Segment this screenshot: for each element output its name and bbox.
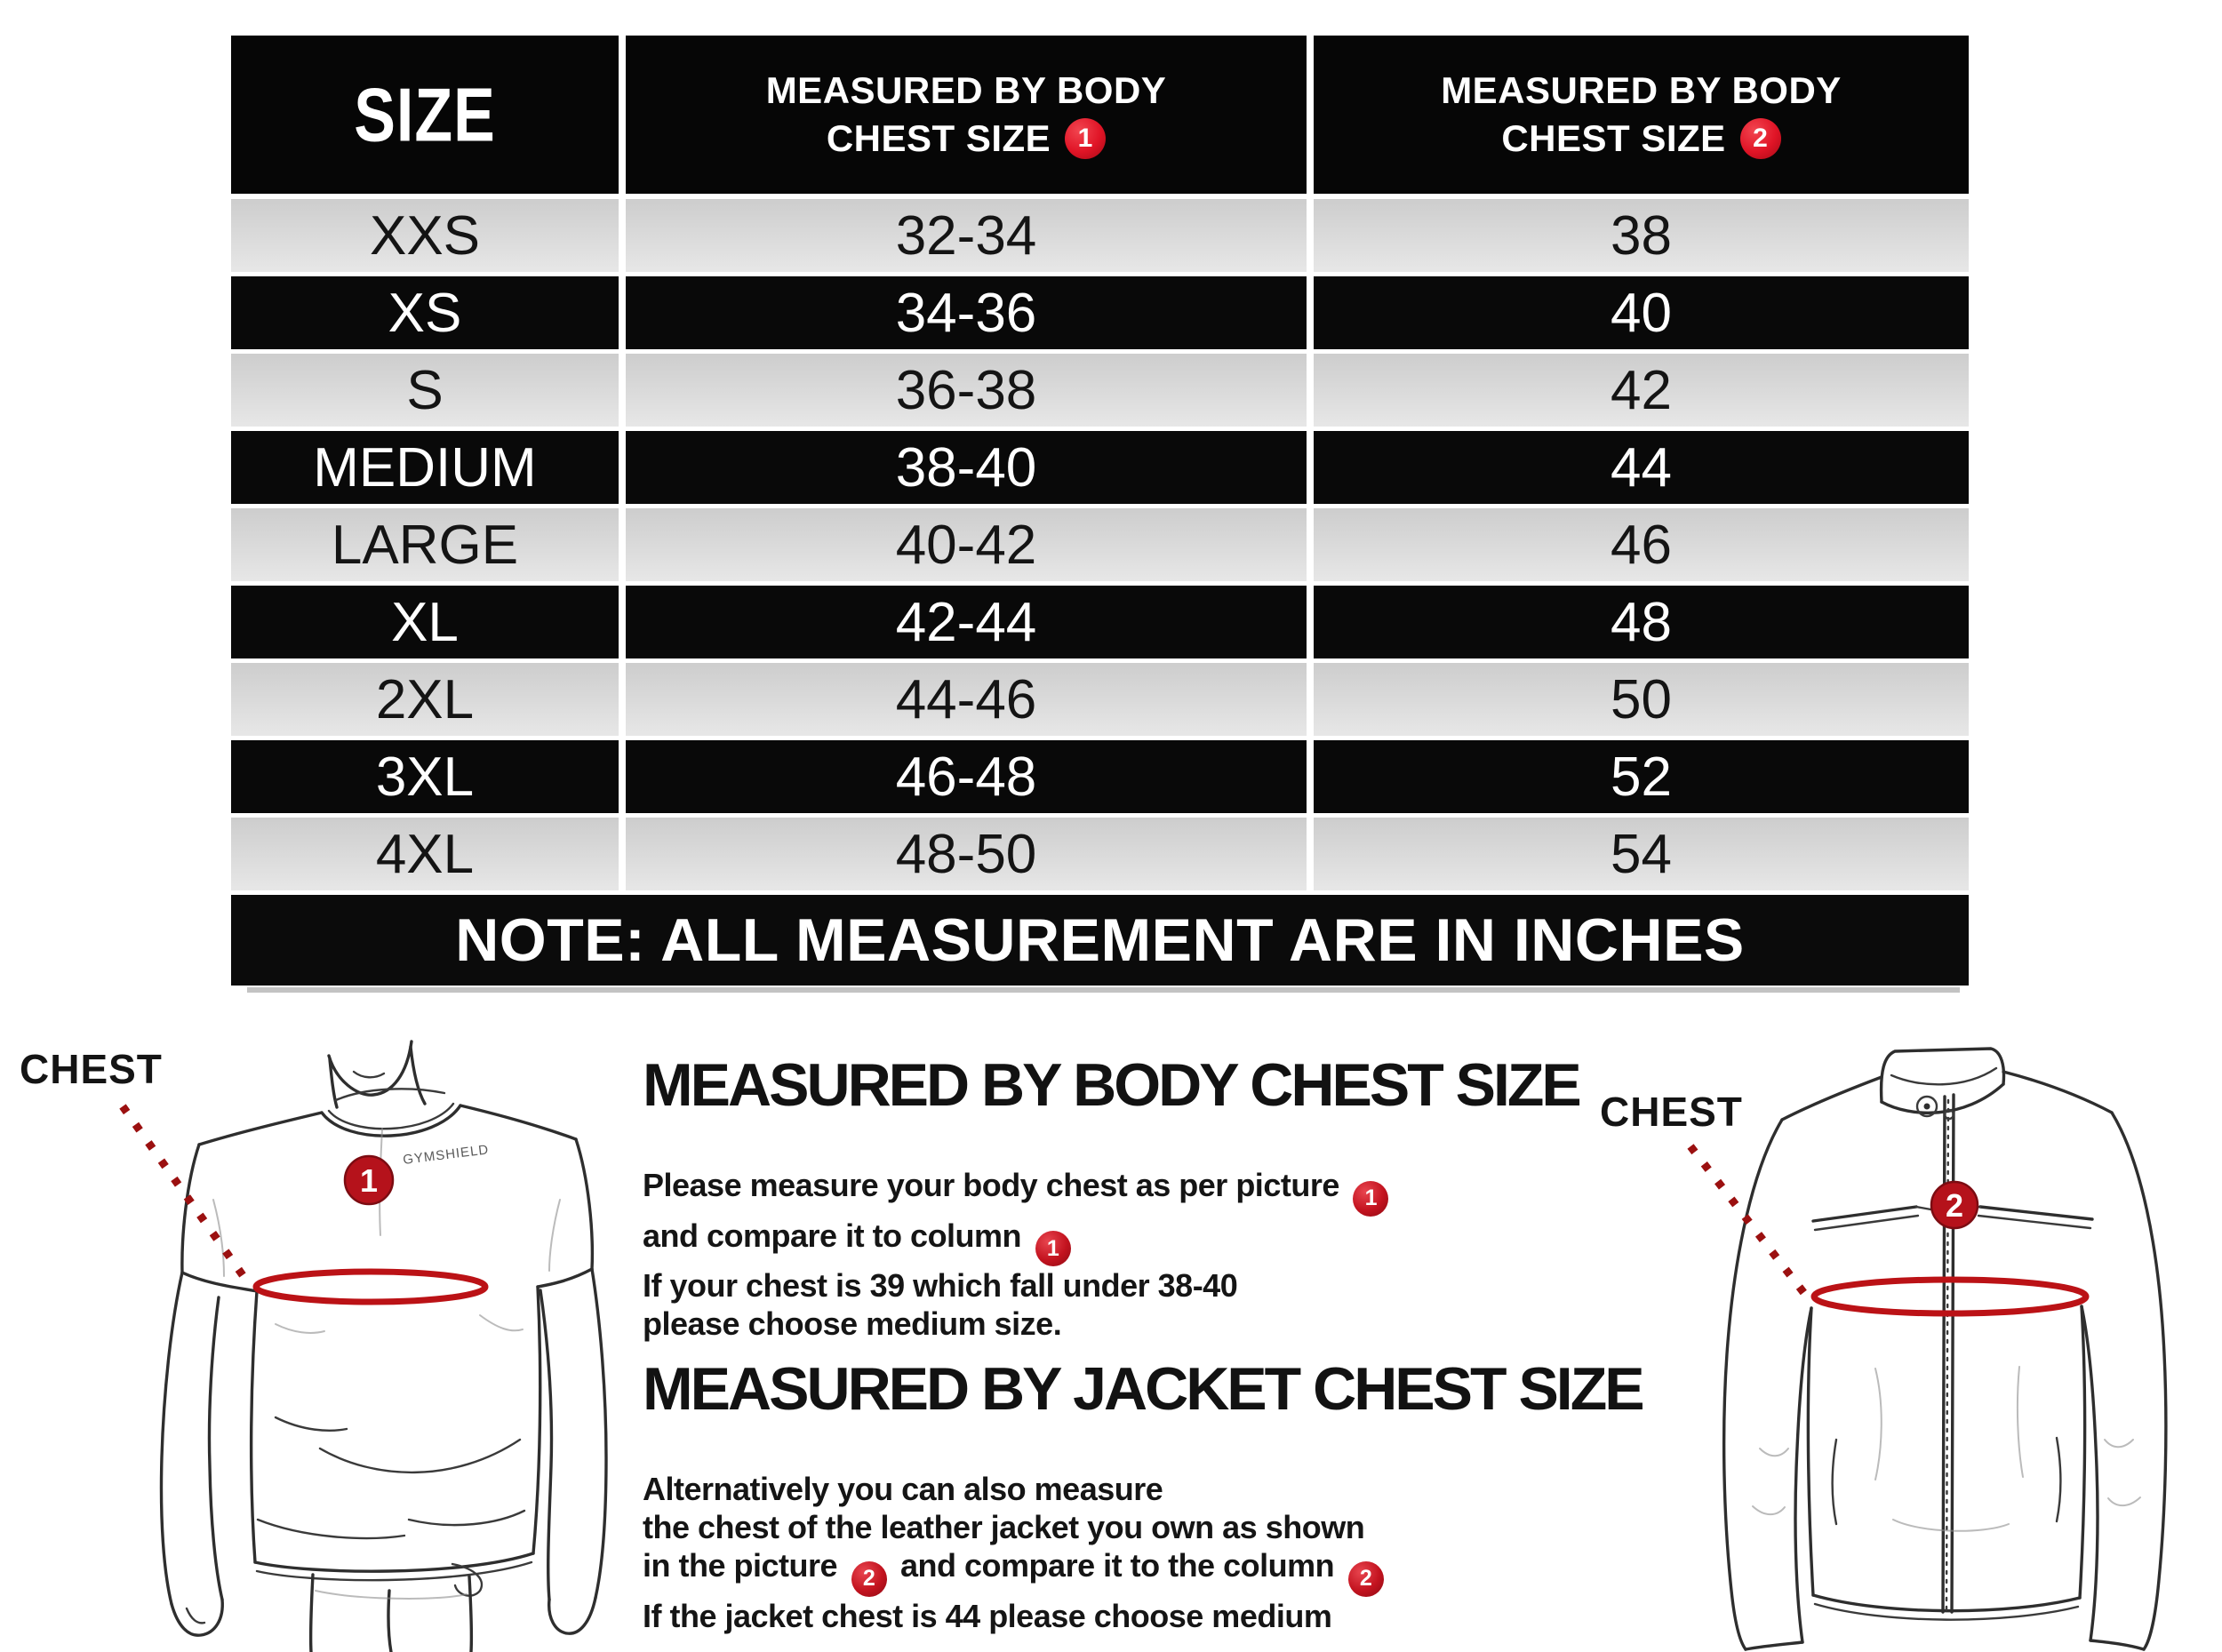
table-body: XXS 32-34 38 XS 34-36 40 S 36-38 42 MEDIUM 38-40 44… <box>231 199 1969 890</box>
inline-badge-1: 1 <box>1353 1180 1389 1217</box>
measurement-guide: GYMSHIELD 1 CHEST CHEST MEASURED BY BODY… <box>0 1022 2222 1652</box>
text-line: If the jacket chest is 44 please choose … <box>643 1597 1332 1634</box>
size-cell: 2XL <box>231 663 619 736</box>
shirt-logo: GYMSHIELD <box>402 1142 490 1168</box>
chest-label-left: CHEST <box>20 1046 163 1092</box>
body-section-text: Please measure your body chest as per pi… <box>643 1166 1674 1343</box>
inline-badge-1: 1 <box>1035 1231 1071 1266</box>
body-chest-cell: 36-38 <box>626 354 1307 427</box>
table-row: S 36-38 42 <box>231 354 1969 427</box>
text-line: Please measure your body chest as per pi… <box>643 1166 1674 1217</box>
size-chart-table: SIZE MEASURED BY BODY CHEST SIZE 1 MEASU… <box>231 36 1969 993</box>
body-chest-cell: 44-46 <box>626 663 1307 736</box>
column-badge-1: 1 <box>1065 118 1107 159</box>
text-line: the chest of the leather jacket you own … <box>643 1509 1365 1545</box>
body-chest-cell: 40-42 <box>626 508 1307 581</box>
jacket-chest-cell: 52 <box>1314 740 1969 813</box>
body-chest-header-line1: MEASURED BY BODY <box>765 69 1167 111</box>
figure-badge-1-circle <box>343 1154 395 1206</box>
header-cell-body-chest: MEASURED BY BODY CHEST SIZE 1 <box>626 36 1307 194</box>
size-cell: XXS <box>231 199 619 272</box>
size-cell: LARGE <box>231 508 619 581</box>
size-cell: 3XL <box>231 740 619 813</box>
jacket-chest-cell: 38 <box>1314 199 1969 272</box>
jacket-chest-header-line1: MEASURED BY BODY <box>1441 69 1842 111</box>
table-row: 3XL 46-48 52 <box>231 740 1969 813</box>
jacket-chest-header-text: CHEST SIZE <box>1501 117 1726 159</box>
figure-badge-2-circle <box>1930 1180 1979 1230</box>
size-cell: 4XL <box>231 818 619 890</box>
column-badge-2: 2 <box>1739 118 1781 159</box>
text-line: in the picture 2 and compare it to the c… <box>643 1546 1674 1597</box>
guide-text-column: MEASURED BY BODY CHEST SIZE Please measu… <box>643 1022 1674 1652</box>
body-chest-cell: 32-34 <box>626 199 1307 272</box>
jacket-chest-cell: 40 <box>1314 276 1969 349</box>
size-column-label: SIZE <box>354 72 496 157</box>
jacket-illustration: 2 <box>1687 1047 2168 1651</box>
figure-badge-1: 1 <box>360 1162 378 1199</box>
jacket-chest-cell: 48 <box>1314 586 1969 658</box>
size-cell: MEDIUM <box>231 431 619 504</box>
text-line: and compare it to column 1 <box>643 1217 1674 1266</box>
chest-measure-ellipse-2 <box>1810 1276 2090 1317</box>
jacket-chest-cell: 54 <box>1314 818 1969 890</box>
body-chest-header-line2: CHEST SIZE 1 <box>826 115 1107 163</box>
table-row: MEDIUM 38-40 44 <box>231 431 1969 504</box>
body-chest-header-text: CHEST SIZE <box>826 117 1051 159</box>
chest-pointer-line-right <box>1687 1144 1810 1298</box>
jacket-section-heading: MEASURED BY JACKET CHEST SIZE <box>643 1355 1645 1423</box>
note-text: NOTE: ALL MEASUREMENT ARE IN INCHES <box>455 906 1745 974</box>
table-row: XS 34-36 40 <box>231 276 1969 349</box>
jacket-chest-cell: 50 <box>1314 663 1969 736</box>
jacket-section-text: Alternatively you can also measure the ch… <box>643 1470 1674 1635</box>
header-cell-jacket-chest: MEASURED BY BODY CHEST SIZE 2 <box>1314 36 1969 194</box>
body-section-heading: MEASURED BY BODY CHEST SIZE <box>643 1051 1582 1119</box>
chest-pointer-line-left <box>119 1104 251 1284</box>
body-chest-cell: 34-36 <box>626 276 1307 349</box>
body-chest-cell: 48-50 <box>626 818 1307 890</box>
tshirt-illustration: GYMSHIELD 1 <box>119 1040 608 1652</box>
table-row: 2XL 44-46 50 <box>231 663 1969 736</box>
jacket-chest-cell: 42 <box>1314 354 1969 427</box>
table-row: LARGE 40-42 46 <box>231 508 1969 581</box>
jacket-chest-cell: 44 <box>1314 431 1969 504</box>
figure-badge-2: 2 <box>1946 1187 1963 1224</box>
body-chest-cell: 42-44 <box>626 586 1307 658</box>
inline-badge-2: 2 <box>851 1560 887 1597</box>
table-row: XL 42-44 48 <box>231 586 1969 658</box>
chest-label-right: CHEST <box>1600 1089 1743 1135</box>
text-line: please choose medium size. <box>643 1305 1062 1342</box>
size-cell: XL <box>231 586 619 658</box>
header-cell-size: SIZE <box>231 36 619 194</box>
note-bar: NOTE: ALL MEASUREMENT ARE IN INCHES <box>231 895 1969 993</box>
text-line: Alternatively you can also measure <box>643 1471 1163 1507</box>
table-row: 4XL 48-50 54 <box>231 818 1969 890</box>
chest-measure-ellipse-1 <box>252 1268 489 1305</box>
text-line: If your chest is 39 which fall under 38-… <box>643 1267 1238 1304</box>
body-chest-cell: 38-40 <box>626 431 1307 504</box>
body-chest-cell: 46-48 <box>626 740 1307 813</box>
inline-badge-2: 2 <box>1347 1560 1384 1597</box>
jacket-chest-header-line2: CHEST SIZE 2 <box>1501 115 1781 163</box>
table-header-row: SIZE MEASURED BY BODY CHEST SIZE 1 MEASU… <box>231 36 1969 194</box>
size-cell: S <box>231 354 619 427</box>
jacket-chest-cell: 46 <box>1314 508 1969 581</box>
table-row: XXS 32-34 38 <box>231 199 1969 272</box>
size-cell: XS <box>231 276 619 349</box>
